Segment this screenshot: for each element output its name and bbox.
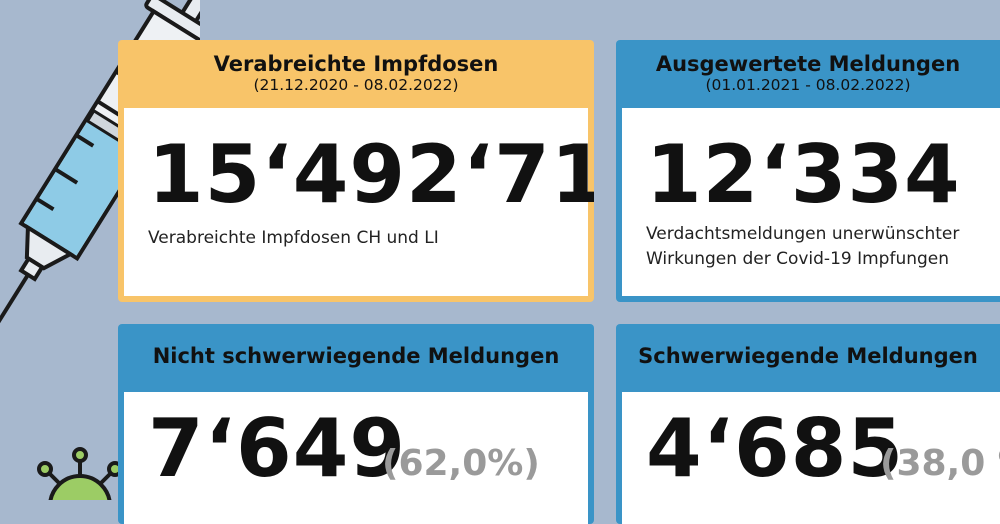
reports-value: 12‘334 — [646, 128, 961, 221]
serious-percent: (38,0 %) — [880, 443, 1000, 484]
serious-card: Schwerwiegende Meldungen 4‘685 (38,0 %) — [616, 324, 1000, 524]
doses-card-header: Verabreichte Impfdosen (21.12.2020 - 08.… — [118, 52, 594, 94]
doses-value: 15‘492‘711 — [148, 128, 594, 221]
doses-description: Verabreichte Impfdosen CH und LI — [148, 228, 439, 248]
non-serious-percent: (62,0%) — [382, 443, 540, 484]
serious-value: 4‘685 — [646, 402, 905, 495]
non-serious-value: 7‘649 — [148, 402, 407, 495]
non-serious-card-header: Nicht schwerwiegende Meldungen — [118, 344, 594, 368]
serious-card-title: Schwerwiegende Meldungen — [638, 344, 978, 368]
doses-card: Verabreichte Impfdosen (21.12.2020 - 08.… — [118, 40, 594, 302]
reports-description-line1: Verdachtsmeldungen unerwünschter — [646, 224, 960, 244]
reports-card: Ausgewertete Meldungen (01.01.2021 - 08.… — [616, 40, 1000, 302]
doses-card-period: (21.12.2020 - 08.02.2022) — [253, 76, 459, 94]
virus-icon — [37, 447, 123, 500]
reports-description-line2: Wirkungen der Covid-19 Impfungen — [646, 249, 950, 269]
reports-card-title: Ausgewertete Meldungen — [655, 52, 961, 76]
serious-card-body: 4‘685 (38,0 %) — [622, 392, 1000, 524]
reports-card-period: (01.01.2021 - 08.02.2022) — [705, 76, 911, 94]
doses-card-title: Verabreichte Impfdosen — [213, 52, 499, 76]
reports-card-body: 12‘334 Verdachtsmeldungen unerwünschter … — [622, 108, 1000, 296]
doses-card-body: 15‘492‘711 Verabreichte Impfdosen CH und… — [124, 108, 594, 296]
serious-card-header: Schwerwiegende Meldungen — [616, 344, 1000, 368]
reports-card-header: Ausgewertete Meldungen (01.01.2021 - 08.… — [616, 52, 1000, 94]
non-serious-card-body: 7‘649 (62,0%) — [124, 392, 588, 524]
non-serious-card-title: Nicht schwerwiegende Meldungen — [152, 344, 560, 368]
non-serious-card: Nicht schwerwiegende Meldungen 7‘649 (62… — [118, 324, 594, 524]
